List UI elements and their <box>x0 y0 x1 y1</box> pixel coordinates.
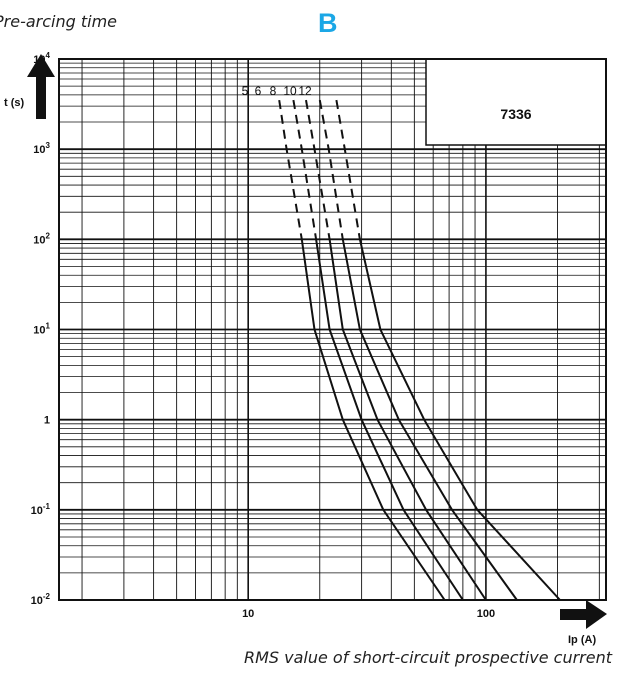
curve-12-solid <box>358 239 561 601</box>
figure-caption-bottom: RMS value of short-circuit prospective c… <box>243 648 612 667</box>
curve-8-solid <box>328 239 487 601</box>
curve-label-12: 12 <box>298 84 312 98</box>
x-axis-ticks: 10 100 <box>242 608 495 620</box>
chart-curves <box>278 99 561 601</box>
curve-6-dashed <box>292 99 318 240</box>
curve-label-10: 10 <box>283 84 297 98</box>
y-tick-label: 1 <box>44 415 50 427</box>
curve-10-solid <box>341 239 518 601</box>
figure-caption-top: Pre-arcing time <box>0 12 117 31</box>
curve-6-solid <box>315 239 464 601</box>
y-axis-ticks: 104103102101110-110-2 <box>31 51 51 607</box>
up-arrow-icon <box>27 54 55 119</box>
curve-label-6: 6 <box>255 84 262 98</box>
x-tick-label: 100 <box>477 608 495 620</box>
plot-frame <box>58 58 607 601</box>
curve-10-dashed <box>318 99 344 240</box>
curve-5-dashed <box>278 99 303 240</box>
chart-title: 7336 <box>500 106 531 122</box>
chart-title-box <box>425 58 607 146</box>
y-axis-label: t (s) <box>4 97 25 109</box>
y-tick-label: 10-2 <box>31 592 51 607</box>
curve-label-8: 8 <box>270 84 277 98</box>
curve-8-dashed <box>305 99 331 240</box>
curve-label-5: 5 <box>242 84 249 98</box>
y-tick-label: 103 <box>33 141 50 156</box>
x-axis-label: Ip (A) <box>568 634 596 646</box>
y-tick-label: 10-1 <box>31 502 51 517</box>
panel-letter: B <box>318 8 338 38</box>
y-tick-label: 101 <box>33 322 50 337</box>
curve-labels: 5 6 8 10 12 <box>242 84 312 98</box>
curve-12-dashed <box>335 99 361 240</box>
curve-5-solid <box>300 239 446 601</box>
right-arrow-icon <box>560 600 607 629</box>
chart-grid <box>59 59 606 600</box>
x-tick-label: 10 <box>242 608 254 620</box>
y-tick-label: 102 <box>33 231 50 246</box>
